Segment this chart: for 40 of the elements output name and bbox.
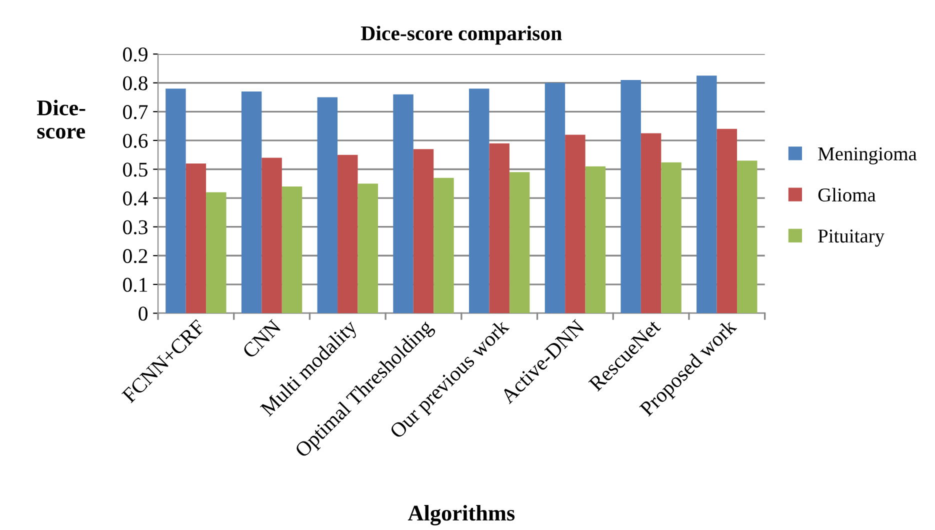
- y-tick-label: 0.7: [123, 105, 148, 120]
- x-axis-title: Algorithms: [408, 505, 515, 526]
- bar: [358, 184, 378, 314]
- bar: [413, 149, 434, 314]
- bar: [489, 143, 510, 314]
- y-axis-title: Dice- score: [37, 100, 86, 139]
- bar: [544, 82, 566, 314]
- y-tick-label: 0.9: [123, 47, 148, 62]
- bar: [585, 166, 606, 314]
- legend-label: Glioma: [818, 188, 876, 202]
- bar: [317, 97, 338, 314]
- bar: [262, 158, 282, 314]
- bar: [620, 80, 641, 314]
- bar: [186, 163, 206, 314]
- bar: [206, 192, 226, 314]
- bar: [166, 88, 186, 314]
- chart-title: Dice-score comparison: [361, 26, 562, 45]
- y-tick-label: 0.1: [123, 278, 148, 292]
- bar: [434, 178, 454, 314]
- legend-label: Meningioma: [818, 147, 917, 164]
- bar: [241, 91, 262, 314]
- bar: [338, 154, 358, 314]
- bar: [640, 133, 662, 314]
- bar: [696, 76, 717, 314]
- bar: [469, 88, 490, 314]
- bar: [716, 128, 738, 314]
- bar: [737, 160, 758, 314]
- y-tick-label: 0.2: [123, 249, 148, 264]
- y-tick-label: 0.8: [123, 76, 148, 90]
- bar: [509, 172, 530, 314]
- bar: [282, 186, 302, 314]
- y-tick-label: 0.3: [123, 220, 148, 234]
- bar: [565, 134, 586, 314]
- legend-label: Pituitary: [818, 230, 884, 247]
- y-tick-label: 0.5: [123, 162, 148, 177]
- y-tick-label: 0.4: [123, 191, 148, 206]
- bar: [661, 162, 682, 314]
- y-tick-label: 0: [138, 306, 148, 321]
- y-tick-label: 0.6: [123, 134, 148, 148]
- bar: [393, 94, 414, 314]
